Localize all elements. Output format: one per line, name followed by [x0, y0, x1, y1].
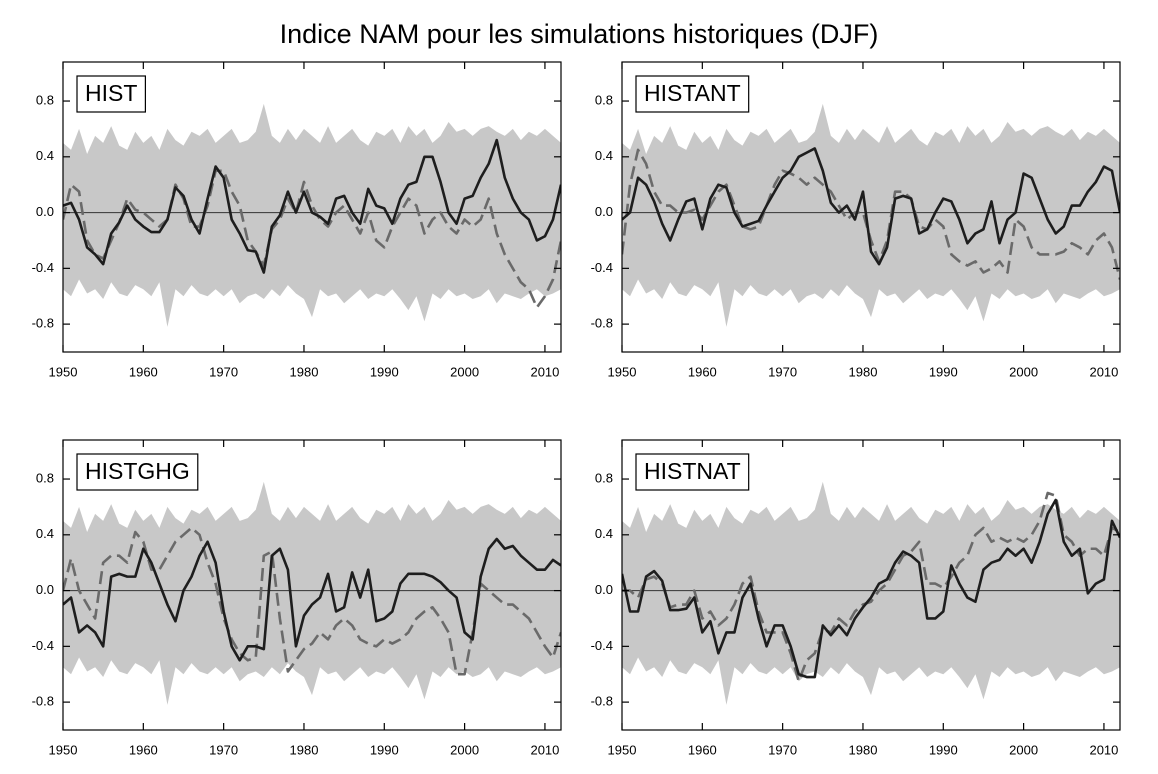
y-tick-label: 0.0	[36, 582, 54, 597]
y-tick-label: -0.8	[32, 694, 54, 709]
panel-label-box	[76, 75, 146, 113]
panel: -0.8 -0.4 0.0 0.4 0.8 1950 1960 1970 1980 1990 200…	[591, 439, 1121, 757]
y-tick-label: 0.0	[595, 204, 613, 219]
y-tick-label: 0.4	[595, 526, 613, 541]
y-tick-label: 0.8	[36, 92, 54, 107]
panel: -0.8 -0.4 0.0 0.4 0.8 1950 1960 1970 1980 1990 200…	[32, 439, 562, 757]
x-tick-label: 1960	[129, 364, 158, 379]
x-tick-label: 2010	[1089, 364, 1118, 379]
panel-label: HISTGHG	[85, 458, 190, 484]
x-tick-label: 1950	[608, 364, 637, 379]
y-tick-label: -0.4	[591, 260, 613, 275]
y-tick-label: -0.8	[591, 694, 613, 709]
y-tick-label: 0.4	[595, 148, 613, 163]
x-tick-label: 1980	[290, 742, 319, 757]
plot-frame	[62, 61, 562, 353]
solid-line	[63, 537, 561, 662]
panel-label-box	[635, 75, 750, 113]
y-tick-label: 0.0	[36, 204, 54, 219]
x-tick-label: 1980	[849, 364, 878, 379]
plot-frame	[621, 439, 1121, 731]
x-tick-label: 1970	[768, 742, 797, 757]
ensemble-envelope	[622, 481, 1120, 705]
plot-area	[63, 481, 561, 705]
ensemble-envelope	[63, 481, 561, 705]
plot-frame	[62, 439, 562, 731]
x-tick-label: 1990	[370, 742, 399, 757]
x-tick-label: 2010	[530, 364, 559, 379]
x-tick-label: 1950	[49, 364, 78, 379]
x-tick-label: 1950	[608, 742, 637, 757]
ensemble-envelope	[63, 103, 561, 327]
y-tick-label: -0.4	[32, 260, 54, 275]
x-tick-label: 1960	[688, 364, 717, 379]
solid-line	[622, 498, 1120, 679]
x-tick-label: 1960	[688, 742, 717, 757]
x-tick-label: 1950	[49, 742, 78, 757]
dashed-line	[622, 491, 1120, 683]
panel-label: HISTNAT	[644, 458, 741, 484]
y-tick-label: 0.8	[36, 470, 54, 485]
plot-area	[622, 103, 1120, 327]
x-tick-label: 2000	[450, 364, 479, 379]
y-tick-label: 0.4	[36, 148, 54, 163]
x-tick-label: 2010	[530, 742, 559, 757]
x-tick-label: 1970	[209, 364, 238, 379]
panel-label-box	[635, 453, 750, 491]
panel: -0.8 -0.4 0.0 0.4 0.8 1950 1960 1970 1980 1990 200…	[32, 61, 562, 379]
y-tick-label: -0.4	[591, 638, 613, 653]
panel-label: HIST	[85, 80, 137, 106]
y-tick-label: 0.8	[595, 92, 613, 107]
plot-area	[63, 103, 561, 327]
panel: -0.8 -0.4 0.0 0.4 0.8 1950 1960 1970 1980 1990 200…	[591, 61, 1121, 379]
x-tick-label: 2000	[1009, 364, 1038, 379]
panel-label: HISTANT	[644, 80, 741, 106]
y-tick-label: -0.4	[32, 638, 54, 653]
solid-line	[63, 138, 561, 274]
panel-label-box	[76, 453, 199, 491]
solid-line	[622, 147, 1120, 266]
figure-title: Indice NAM pour les simulations historiq…	[280, 19, 879, 49]
y-tick-label: -0.8	[32, 316, 54, 331]
x-tick-label: 1990	[370, 364, 399, 379]
x-tick-label: 2000	[1009, 742, 1038, 757]
x-tick-label: 2000	[450, 742, 479, 757]
x-tick-label: 2010	[1089, 742, 1118, 757]
ensemble-envelope	[622, 103, 1120, 327]
x-tick-label: 1960	[129, 742, 158, 757]
y-tick-label: -0.8	[591, 316, 613, 331]
x-tick-label: 1970	[209, 742, 238, 757]
y-tick-label: 0.8	[595, 470, 613, 485]
x-tick-label: 1980	[849, 742, 878, 757]
x-tick-label: 1980	[290, 364, 319, 379]
x-tick-label: 1990	[929, 364, 958, 379]
dashed-line	[63, 169, 561, 309]
plot-frame	[621, 61, 1121, 353]
x-tick-label: 1990	[929, 742, 958, 757]
y-tick-label: 0.4	[36, 526, 54, 541]
x-tick-label: 1970	[768, 364, 797, 379]
y-tick-label: 0.0	[595, 582, 613, 597]
plot-area	[622, 481, 1120, 705]
